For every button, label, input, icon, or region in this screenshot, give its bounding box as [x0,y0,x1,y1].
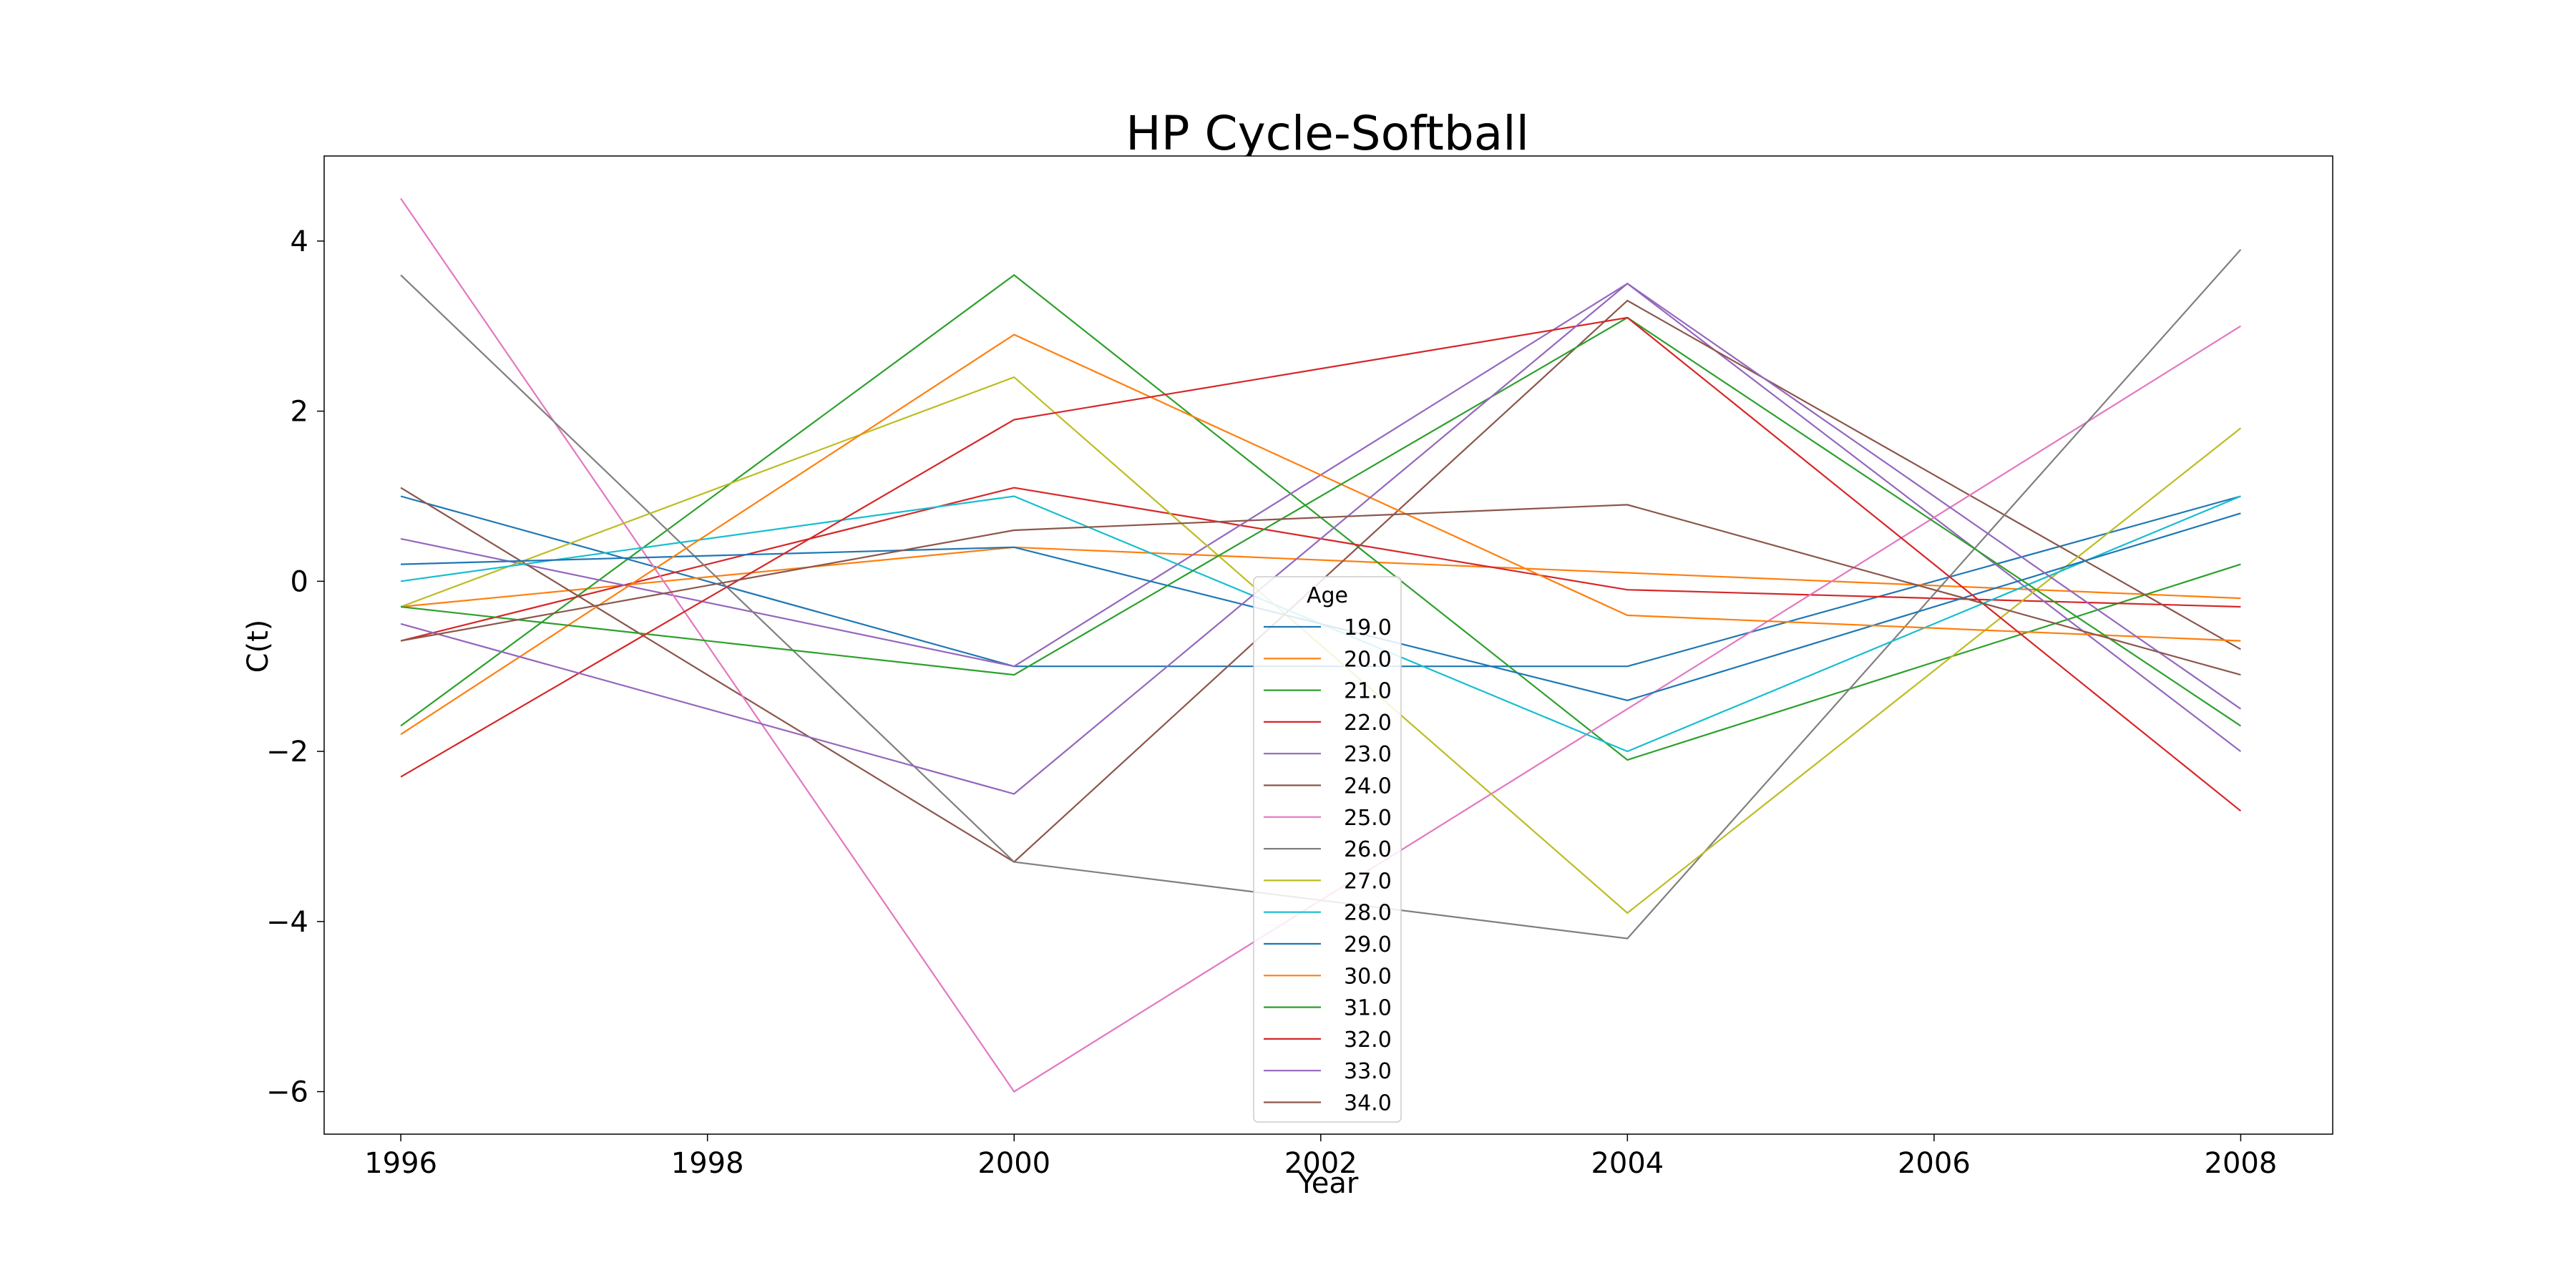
y-tick-label: −6 [266,1076,308,1109]
series-line-31.0 [400,316,2242,727]
legend: Age 19.0 20.0 21.0 22.0 23.0 24.0 25.0 26.0 27.0… [1253,576,1402,1123]
legend-label: 22.0 [1344,711,1392,736]
series-line-33.0 [400,282,2242,795]
x-tick-label: 1998 [671,1147,744,1180]
legend-box [1253,576,1402,1123]
x-tick-label: 2004 [1591,1147,1664,1180]
legend-label: 26.0 [1344,837,1392,862]
legend-label: 33.0 [1344,1059,1392,1084]
series-line-32.0 [400,316,2242,812]
legend-label: 25.0 [1344,806,1392,831]
x-tick-label: 1996 [364,1147,437,1180]
series-line-20.0 [400,546,2241,608]
y-axis: −6 −4 −2 0 2 4 [266,225,324,1109]
y-tick-label: 2 [291,396,308,429]
legend-label: 31.0 [1344,996,1392,1021]
chart-title: HP Cycle-Softball [1126,106,1529,161]
legend-label: 24.0 [1344,774,1392,799]
legend-label: 30.0 [1344,964,1392,989]
y-tick-label: −4 [266,906,308,939]
legend-label: 28.0 [1344,901,1392,926]
legend-label: 23.0 [1344,742,1392,767]
x-axis: 1996 1998 2000 2002 2004 2006 2008 [364,1134,2277,1180]
y-tick-label: 4 [291,225,308,258]
legend-title: Age [1307,583,1348,608]
x-axis-label: Year [1297,1167,1359,1200]
legend-label: 29.0 [1344,932,1392,957]
series-line-34.0 [400,504,2241,676]
legend-label: 27.0 [1344,869,1392,894]
legend-label: 34.0 [1344,1091,1392,1116]
x-tick-label: 2006 [1898,1147,1971,1180]
x-tick-label: 2000 [977,1147,1050,1180]
x-tick-label: 2008 [2205,1147,2278,1180]
y-axis-label: C(t) [242,620,275,673]
series-line-30.0 [400,333,2241,736]
legend-label: 20.0 [1344,647,1392,672]
legend-label: 32.0 [1344,1028,1392,1053]
x-tick-label: 2002 [1284,1147,1357,1180]
legend-label: 19.0 [1344,615,1392,640]
legend-label: 21.0 [1344,679,1392,704]
y-tick-label: 0 [291,565,308,598]
y-tick-label: −2 [266,736,308,769]
